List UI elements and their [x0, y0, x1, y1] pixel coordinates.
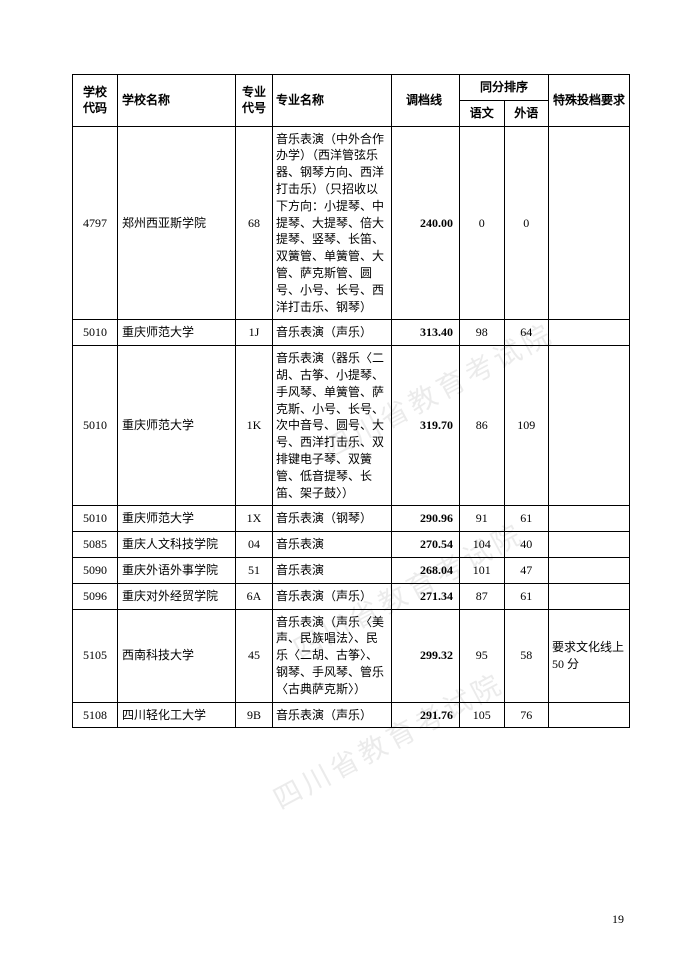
- cell-major-code: 68: [236, 126, 273, 320]
- table-row: 5085重庆人文科技学院04音乐表演270.5410440: [73, 532, 630, 558]
- cell-yuwen: 104: [460, 532, 505, 558]
- cell-major-name: 音乐表演（声乐）: [273, 320, 392, 346]
- cell-waiyu: 61: [504, 583, 549, 609]
- cell-waiyu: 76: [504, 702, 549, 728]
- cell-school-code: 5010: [73, 346, 118, 506]
- cell-school-code: 5090: [73, 557, 118, 583]
- cell-special-req: [549, 320, 630, 346]
- cell-score: 290.96: [392, 506, 460, 532]
- cell-yuwen: 95: [460, 609, 505, 702]
- cell-major-name: 音乐表演: [273, 557, 392, 583]
- table-row: 5010重庆师范大学1X音乐表演（钢琴）290.969161: [73, 506, 630, 532]
- cell-special-req: [549, 583, 630, 609]
- cell-special-req: [549, 557, 630, 583]
- cell-major-code: 1X: [236, 506, 273, 532]
- cell-score: 240.00: [392, 126, 460, 320]
- cell-school-name: 四川轻化工大学: [118, 702, 236, 728]
- table-row: 5010重庆师范大学1K音乐表演（器乐〈二胡、古筝、小提琴、手风琴、单簧管、萨克…: [73, 346, 630, 506]
- header-tongfen: 同分排序: [460, 75, 549, 101]
- header-waiyu: 外语: [504, 100, 549, 126]
- cell-yuwen: 86: [460, 346, 505, 506]
- cell-waiyu: 40: [504, 532, 549, 558]
- cell-school-name: 重庆外语外事学院: [118, 557, 236, 583]
- cell-score: 299.32: [392, 609, 460, 702]
- cell-school-name: 重庆师范大学: [118, 506, 236, 532]
- cell-school-name: 西南科技大学: [118, 609, 236, 702]
- cell-major-name: 音乐表演（中外合作办学）（西洋管弦乐器、钢琴方向、西洋打击乐）（只招收以下方向：…: [273, 126, 392, 320]
- cell-major-code: 45: [236, 609, 273, 702]
- cell-school-code: 5010: [73, 320, 118, 346]
- cell-yuwen: 101: [460, 557, 505, 583]
- cell-school-code: 5085: [73, 532, 118, 558]
- cell-special-req: [549, 506, 630, 532]
- cell-special-req: [549, 532, 630, 558]
- header-major-code: 专业 代号: [236, 75, 273, 127]
- cell-score: 268.04: [392, 557, 460, 583]
- cell-major-code: 6A: [236, 583, 273, 609]
- cell-yuwen: 87: [460, 583, 505, 609]
- cell-school-code: 4797: [73, 126, 118, 320]
- cell-score: 319.70: [392, 346, 460, 506]
- page-number: 19: [612, 912, 624, 927]
- cell-major-code: 51: [236, 557, 273, 583]
- cell-major-name: 音乐表演（声乐）: [273, 583, 392, 609]
- cell-waiyu: 0: [504, 126, 549, 320]
- cell-major-name: 音乐表演: [273, 532, 392, 558]
- cell-school-code: 5010: [73, 506, 118, 532]
- cell-score: 313.40: [392, 320, 460, 346]
- cell-waiyu: 61: [504, 506, 549, 532]
- cell-special-req: [549, 702, 630, 728]
- table-body: 4797郑州西亚斯学院68音乐表演（中外合作办学）（西洋管弦乐器、钢琴方向、西洋…: [73, 126, 630, 728]
- score-table: 学校 代码 学校名称 专业 代号 专业名称 调档线 同分排序 特殊投档要求 语文…: [72, 74, 630, 728]
- table-row: 5010重庆师范大学1J音乐表演（声乐）313.409864: [73, 320, 630, 346]
- cell-school-code: 5096: [73, 583, 118, 609]
- cell-waiyu: 64: [504, 320, 549, 346]
- table-header: 学校 代码 学校名称 专业 代号 专业名称 调档线 同分排序 特殊投档要求 语文…: [73, 75, 630, 127]
- cell-major-name: 音乐表演（声乐）: [273, 702, 392, 728]
- table-row: 5096重庆对外经贸学院6A音乐表演（声乐）271.348761: [73, 583, 630, 609]
- cell-waiyu: 109: [504, 346, 549, 506]
- cell-score: 270.54: [392, 532, 460, 558]
- cell-school-name: 重庆对外经贸学院: [118, 583, 236, 609]
- header-special-req: 特殊投档要求: [549, 75, 630, 127]
- table-row: 4797郑州西亚斯学院68音乐表演（中外合作办学）（西洋管弦乐器、钢琴方向、西洋…: [73, 126, 630, 320]
- cell-school-name: 重庆人文科技学院: [118, 532, 236, 558]
- cell-school-name: 重庆师范大学: [118, 320, 236, 346]
- header-yuwen: 语文: [460, 100, 505, 126]
- header-major-name: 专业名称: [273, 75, 392, 127]
- cell-yuwen: 105: [460, 702, 505, 728]
- table-row: 5108四川轻化工大学9B音乐表演（声乐）291.7610576: [73, 702, 630, 728]
- cell-score: 291.76: [392, 702, 460, 728]
- cell-major-code: 9B: [236, 702, 273, 728]
- table-row: 5090重庆外语外事学院51音乐表演268.0410147: [73, 557, 630, 583]
- cell-yuwen: 91: [460, 506, 505, 532]
- cell-special-req: [549, 126, 630, 320]
- cell-school-code: 5105: [73, 609, 118, 702]
- cell-major-name: 音乐表演（器乐〈二胡、古筝、小提琴、手风琴、单簧管、萨克斯、小号、长号、次中音号…: [273, 346, 392, 506]
- cell-school-name: 重庆师范大学: [118, 346, 236, 506]
- cell-waiyu: 58: [504, 609, 549, 702]
- cell-major-name: 音乐表演（钢琴）: [273, 506, 392, 532]
- cell-major-code: 1K: [236, 346, 273, 506]
- cell-yuwen: 98: [460, 320, 505, 346]
- header-school-name: 学校名称: [118, 75, 236, 127]
- cell-special-req: [549, 346, 630, 506]
- table-row: 5105西南科技大学45音乐表演（声乐〈美声、民族唱法〉、民乐〈二胡、古筝〉、钢…: [73, 609, 630, 702]
- cell-school-name: 郑州西亚斯学院: [118, 126, 236, 320]
- cell-special-req: 要求文化线上50 分: [549, 609, 630, 702]
- cell-school-code: 5108: [73, 702, 118, 728]
- cell-major-code: 1J: [236, 320, 273, 346]
- cell-major-name: 音乐表演（声乐〈美声、民族唱法〉、民乐〈二胡、古筝〉、钢琴、手风琴、管乐〈古典萨…: [273, 609, 392, 702]
- cell-score: 271.34: [392, 583, 460, 609]
- header-score: 调档线: [392, 75, 460, 127]
- cell-major-code: 04: [236, 532, 273, 558]
- cell-yuwen: 0: [460, 126, 505, 320]
- cell-waiyu: 47: [504, 557, 549, 583]
- header-school-code: 学校 代码: [73, 75, 118, 127]
